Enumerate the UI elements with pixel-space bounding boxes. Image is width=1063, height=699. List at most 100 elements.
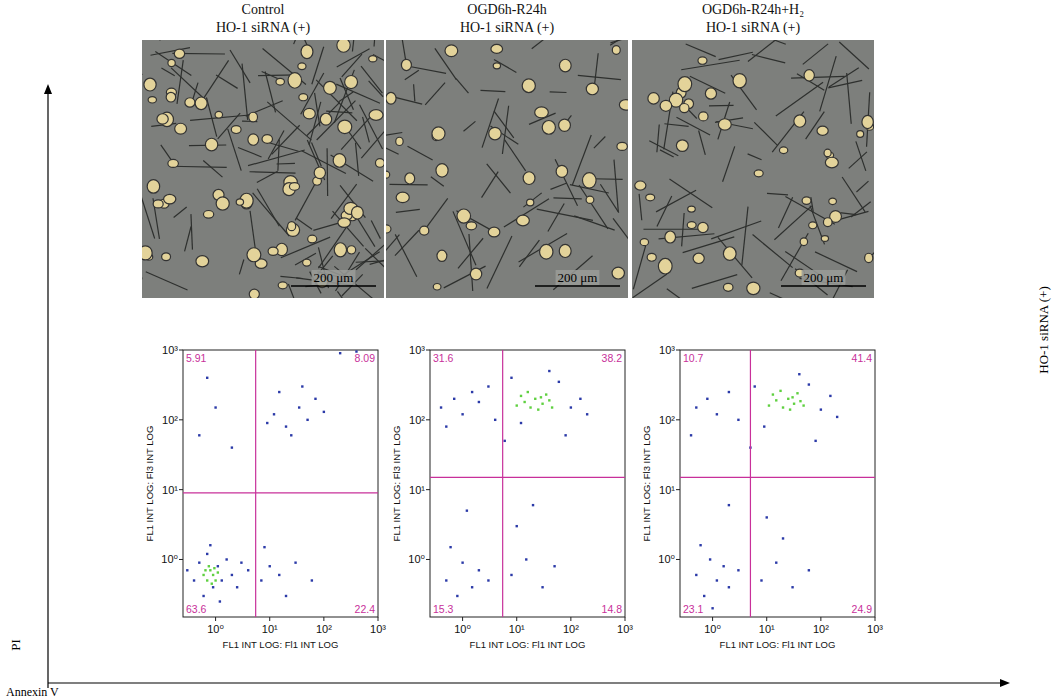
tick	[676, 559, 680, 560]
neurite	[657, 196, 672, 227]
tick	[269, 617, 270, 621]
scatter-point	[814, 440, 816, 442]
scatter-point	[728, 504, 730, 506]
neurite	[686, 44, 716, 57]
tick-label: 10¹	[659, 484, 675, 496]
cell	[522, 79, 535, 93]
neurite	[753, 235, 793, 268]
cell	[804, 70, 814, 81]
cell	[489, 127, 501, 140]
neurite	[339, 92, 353, 102]
cell	[665, 231, 676, 243]
neurite	[369, 81, 383, 97]
quadrant-label: 41.4	[852, 352, 873, 364]
neurite	[856, 181, 868, 192]
panel-title: OGD6h-R24h+H₂	[702, 2, 804, 17]
cell	[278, 282, 287, 289]
neurite	[820, 56, 836, 111]
cell	[457, 209, 471, 223]
neurite	[504, 199, 549, 227]
scatter-point	[516, 525, 518, 527]
scatter-point	[206, 553, 208, 555]
neurite	[469, 234, 473, 291]
neurite	[406, 66, 446, 74]
cell	[612, 46, 620, 55]
scatter-point	[208, 565, 210, 567]
scatter-point	[471, 586, 473, 588]
scatter-point	[525, 558, 527, 560]
cell	[466, 222, 476, 230]
panel-title: HO-1 siRNA (+)	[706, 20, 801, 36]
scatter-point	[290, 434, 292, 436]
quadrant-label: 14.8	[602, 603, 623, 615]
plot-area	[430, 350, 625, 617]
scatter-point	[711, 607, 713, 609]
cell	[386, 225, 391, 233]
cell	[445, 45, 458, 57]
cell	[205, 138, 217, 151]
scatter-point	[202, 595, 204, 597]
neurite	[574, 216, 614, 230]
scatter-point	[775, 561, 777, 563]
tick	[875, 617, 876, 621]
quadrant-label: 22.4	[355, 603, 376, 615]
axis-title: PI	[8, 639, 23, 651]
neurite	[142, 278, 143, 298]
tick-label: 10⁰	[704, 623, 721, 635]
cell	[556, 165, 567, 177]
cell	[142, 246, 152, 260]
neurite	[248, 150, 305, 166]
cell	[289, 183, 299, 191]
scatter-point	[799, 400, 801, 402]
neurite	[748, 154, 762, 160]
cell	[216, 197, 229, 210]
tick-label: 10²	[162, 414, 178, 426]
scatter-point	[260, 579, 262, 581]
cell	[215, 111, 223, 118]
neurite	[174, 207, 187, 217]
scatter-point	[763, 425, 765, 427]
neurite	[774, 206, 811, 240]
cell	[493, 63, 500, 69]
tick-label: 10¹	[262, 623, 278, 635]
gate-line	[680, 477, 875, 478]
axis-arrow	[47, 92, 48, 688]
scatter-point	[487, 579, 489, 581]
scale-bar	[781, 285, 866, 287]
tick-label: 10²	[813, 623, 829, 635]
cell	[288, 222, 296, 231]
micrograph	[632, 40, 874, 298]
cell	[369, 110, 383, 121]
tick	[676, 419, 680, 420]
cell	[147, 180, 159, 194]
cell	[299, 94, 308, 101]
neurite	[718, 237, 752, 278]
neurite	[614, 160, 618, 212]
gate-line	[183, 492, 378, 493]
neurite	[494, 60, 516, 73]
tick-label: 10⁰	[658, 553, 675, 565]
neurite	[842, 177, 865, 212]
scatter-point	[548, 399, 550, 401]
tick	[179, 350, 183, 351]
cell	[174, 49, 184, 58]
scatter-point	[461, 413, 463, 415]
neurite	[425, 198, 448, 229]
scale-bar-label: 200 μm	[558, 270, 598, 285]
scatter-point	[737, 569, 739, 571]
panel-title: Control	[242, 2, 285, 17]
scatter-point	[791, 586, 793, 588]
gate-line	[750, 350, 751, 617]
neurite	[770, 293, 818, 298]
scatter-point	[211, 582, 213, 584]
neurite	[699, 130, 706, 154]
axis-title: Annexin V	[6, 685, 59, 699]
cell	[248, 134, 259, 145]
scatter-point	[209, 569, 211, 571]
tick-label: 10²	[659, 414, 675, 426]
cell	[523, 172, 535, 185]
cell	[527, 199, 534, 206]
neurite	[480, 90, 505, 91]
neurite	[405, 70, 419, 80]
neurite	[253, 193, 290, 236]
